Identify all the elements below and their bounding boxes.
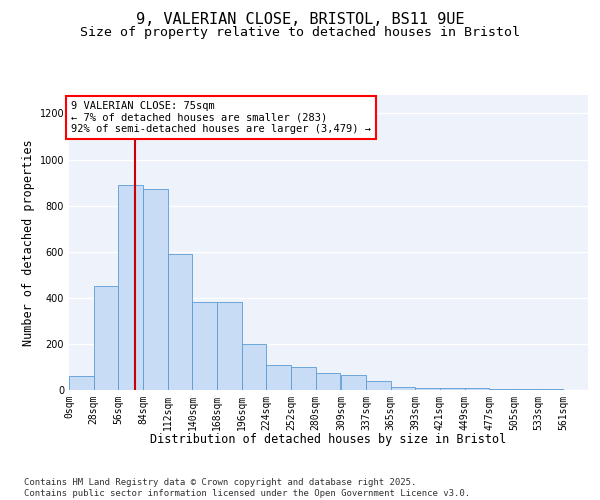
Bar bbox=[514, 389, 539, 390]
Bar bbox=[490, 389, 514, 390]
Bar bbox=[341, 375, 366, 390]
Bar bbox=[94, 286, 118, 390]
Bar bbox=[366, 381, 391, 390]
Bar bbox=[291, 367, 316, 390]
Bar bbox=[440, 388, 464, 390]
Bar bbox=[167, 254, 193, 390]
Bar bbox=[539, 389, 563, 390]
Bar bbox=[464, 388, 490, 390]
Text: Contains HM Land Registry data © Crown copyright and database right 2025.
Contai: Contains HM Land Registry data © Crown c… bbox=[24, 478, 470, 498]
Bar bbox=[266, 364, 291, 390]
Bar bbox=[143, 190, 167, 390]
Y-axis label: Number of detached properties: Number of detached properties bbox=[22, 139, 35, 346]
Bar bbox=[118, 185, 143, 390]
X-axis label: Distribution of detached houses by size in Bristol: Distribution of detached houses by size … bbox=[151, 433, 506, 446]
Bar bbox=[415, 388, 440, 390]
Text: 9 VALERIAN CLOSE: 75sqm
← 7% of detached houses are smaller (283)
92% of semi-de: 9 VALERIAN CLOSE: 75sqm ← 7% of detached… bbox=[71, 101, 371, 134]
Bar bbox=[316, 372, 340, 390]
Bar bbox=[391, 386, 415, 390]
Bar bbox=[193, 302, 217, 390]
Text: 9, VALERIAN CLOSE, BRISTOL, BS11 9UE: 9, VALERIAN CLOSE, BRISTOL, BS11 9UE bbox=[136, 12, 464, 28]
Text: Size of property relative to detached houses in Bristol: Size of property relative to detached ho… bbox=[80, 26, 520, 39]
Bar bbox=[217, 302, 242, 390]
Bar bbox=[242, 344, 266, 390]
Bar bbox=[69, 376, 94, 390]
